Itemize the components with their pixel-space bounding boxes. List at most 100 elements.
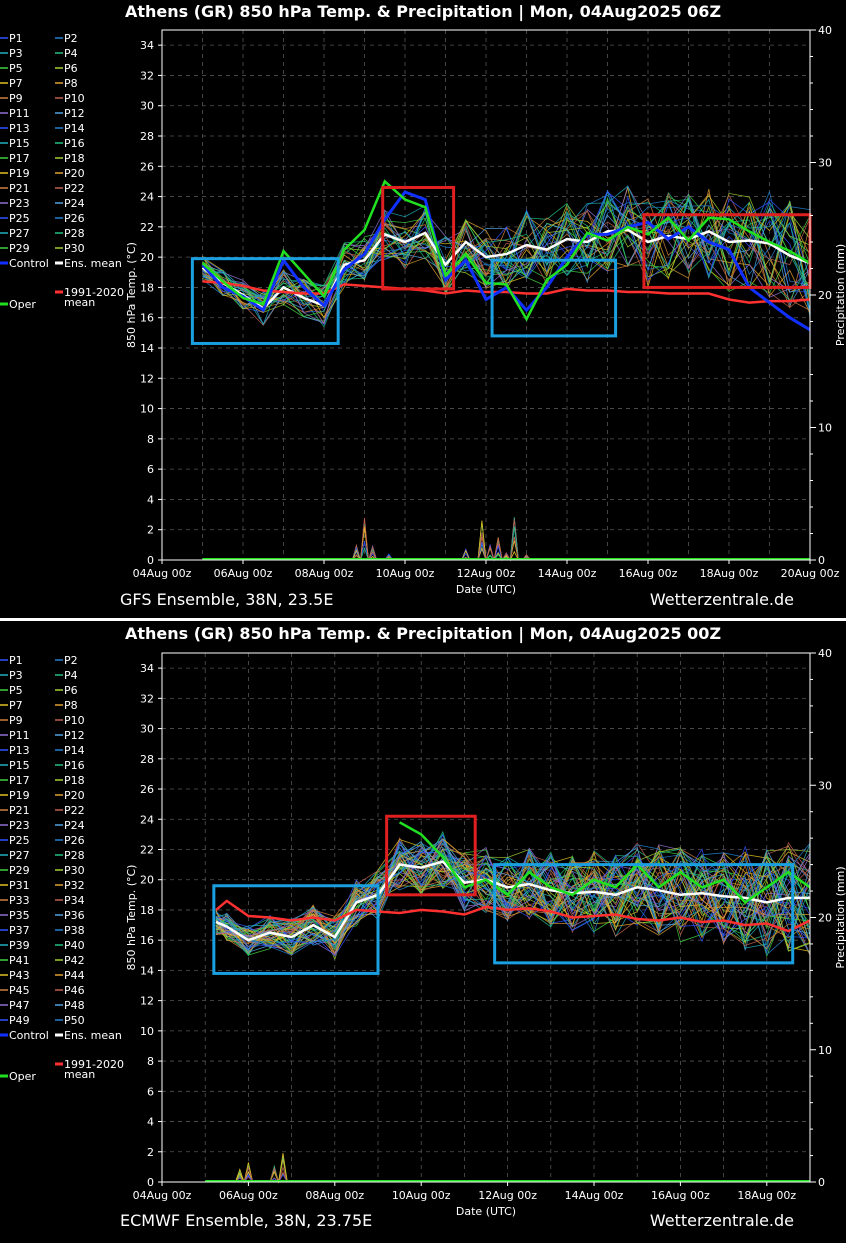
- ensemble-member-line: [202, 193, 811, 309]
- y2-tick-label: 40: [818, 647, 832, 660]
- x-tick-label: 10Aug 00z: [376, 567, 435, 580]
- legend-item: P9: [9, 714, 23, 727]
- legend-item: P16: [64, 759, 85, 772]
- legend-item: P24: [64, 819, 85, 832]
- y-tick-label: 22: [140, 843, 154, 856]
- y2-axis-label: Precipitation (mm): [834, 866, 846, 968]
- ensemble-member-line: [215, 847, 811, 955]
- legend-item: P19: [9, 789, 30, 802]
- y-tick-label: 18: [140, 904, 154, 917]
- ensemble-member-line: [202, 201, 811, 295]
- climo-mean-line: [202, 280, 811, 304]
- legend-item: P13: [9, 122, 30, 135]
- legend-item: P35: [9, 909, 30, 922]
- legend-item: P17: [9, 152, 30, 165]
- model-label: ECMWF Ensemble, 38N, 23.75E: [120, 1211, 373, 1230]
- y-tick-label: 22: [140, 221, 154, 234]
- y2-tick-label: 40: [818, 24, 832, 37]
- x-tick-label: 18Aug 00z: [700, 567, 759, 580]
- y2-tick-label: 0: [818, 1176, 825, 1189]
- legend-item: P37: [9, 924, 30, 937]
- legend-item: P27: [9, 227, 30, 240]
- y-tick-label: 4: [147, 493, 154, 506]
- y-axis-label: 850 hPa Temp. (°C): [125, 242, 138, 348]
- red-highlight-box: [381, 185, 456, 291]
- y-tick-label: 10: [140, 1025, 154, 1038]
- ensemble-member-line: [215, 845, 811, 946]
- x-tick-label: 10Aug 00z: [392, 1189, 451, 1202]
- legend-item: P8: [64, 77, 78, 90]
- y-tick-label: 24: [140, 813, 154, 826]
- legend-item: P11: [9, 729, 30, 742]
- x-tick-label: 06Aug 00z: [214, 567, 273, 580]
- legend-item: P3: [9, 669, 23, 682]
- y-tick-label: 26: [140, 783, 154, 796]
- y-tick-label: 32: [140, 69, 154, 82]
- legend-item: P16: [64, 137, 85, 150]
- legend-mean: Ens. mean: [64, 257, 122, 270]
- legend-item: P4: [64, 47, 78, 60]
- legend-item: P21: [9, 804, 30, 817]
- chart-title: Athens (GR) 850 hPa Temp. & Precipitatio…: [124, 624, 722, 643]
- y2-tick-label: 20: [818, 912, 832, 925]
- legend-item: P1: [9, 32, 23, 45]
- precip-member-line: [205, 1158, 810, 1183]
- legend-item: P14: [64, 122, 85, 135]
- legend-climo: 1991-2020: [64, 1058, 124, 1071]
- legend-item: P2: [64, 654, 78, 667]
- legend-item: P26: [64, 212, 85, 225]
- x-tick-label: 14Aug 00z: [538, 567, 597, 580]
- y-tick-label: 8: [147, 433, 154, 446]
- legend-item: P6: [64, 684, 78, 697]
- y-tick-label: 12: [140, 372, 154, 385]
- site-label[interactable]: Wetterzentrale.de: [649, 590, 794, 609]
- legend-item: P8: [64, 699, 78, 712]
- legend-oper: Oper: [9, 1070, 36, 1083]
- legend-control: Control: [9, 257, 49, 270]
- legend-item: P33: [9, 894, 30, 907]
- legend-item: P3: [9, 47, 23, 60]
- legend-item: P44: [64, 969, 85, 982]
- legend-item: P12: [64, 107, 85, 120]
- x-tick-label: 14Aug 00z: [565, 1189, 624, 1202]
- ensemble-member-line: [215, 848, 811, 955]
- y-tick-label: 6: [147, 463, 154, 476]
- y2-tick-label: 30: [818, 157, 832, 170]
- blue-highlight-box: [490, 258, 618, 338]
- precip-member-line: [205, 1159, 810, 1184]
- ensemble-member-line: [215, 844, 811, 956]
- ensemble-member-line: [202, 195, 811, 309]
- legend-item: P41: [9, 954, 30, 967]
- legend-item: P17: [9, 774, 30, 787]
- y-tick-label: 28: [140, 753, 154, 766]
- legend-item: P23: [9, 197, 30, 210]
- legend-item: P18: [64, 152, 85, 165]
- legend-item: P12: [64, 729, 85, 742]
- legend-item: P30: [64, 864, 85, 877]
- legend-item: P25: [9, 834, 30, 847]
- chart-title: Athens (GR) 850 hPa Temp. & Precipitatio…: [124, 2, 722, 21]
- y2-tick-label: 10: [818, 422, 832, 435]
- ensemble-member-line: [215, 841, 811, 953]
- legend: P1 P2 P3 P4 P5 P6 P7 P8 P9 P10 P11 P12 P13 P14 P15 P16 P…: [0, 32, 124, 311]
- x-tick-label: 08Aug 00z: [295, 567, 354, 580]
- ensemble-member-line: [202, 196, 811, 322]
- legend-climo: mean: [64, 1068, 95, 1081]
- y-tick-label: 16: [140, 934, 154, 947]
- ecmwf-ensemble-panel: Athens (GR) 850 hPa Temp. & Precipitatio…: [0, 622, 846, 1239]
- legend-item: P28: [64, 227, 85, 240]
- legend-item: P9: [9, 92, 23, 105]
- legend-item: P19: [9, 167, 30, 180]
- control-line: [201, 190, 811, 332]
- site-label[interactable]: Wetterzentrale.de: [649, 1211, 794, 1230]
- precip-member-line: [202, 517, 810, 562]
- x-tick-label: 16Aug 00z: [651, 1189, 710, 1202]
- legend-control: Control: [9, 1029, 49, 1042]
- ensemble-member-line: [215, 842, 811, 942]
- y-tick-label: 34: [140, 39, 154, 52]
- legend-item: P42: [64, 954, 85, 967]
- y-tick-label: 16: [140, 312, 154, 325]
- climo-mean-line: [215, 899, 811, 933]
- x-tick-label: 20Aug 00z: [781, 567, 840, 580]
- x-tick-label: 12Aug 00z: [457, 567, 516, 580]
